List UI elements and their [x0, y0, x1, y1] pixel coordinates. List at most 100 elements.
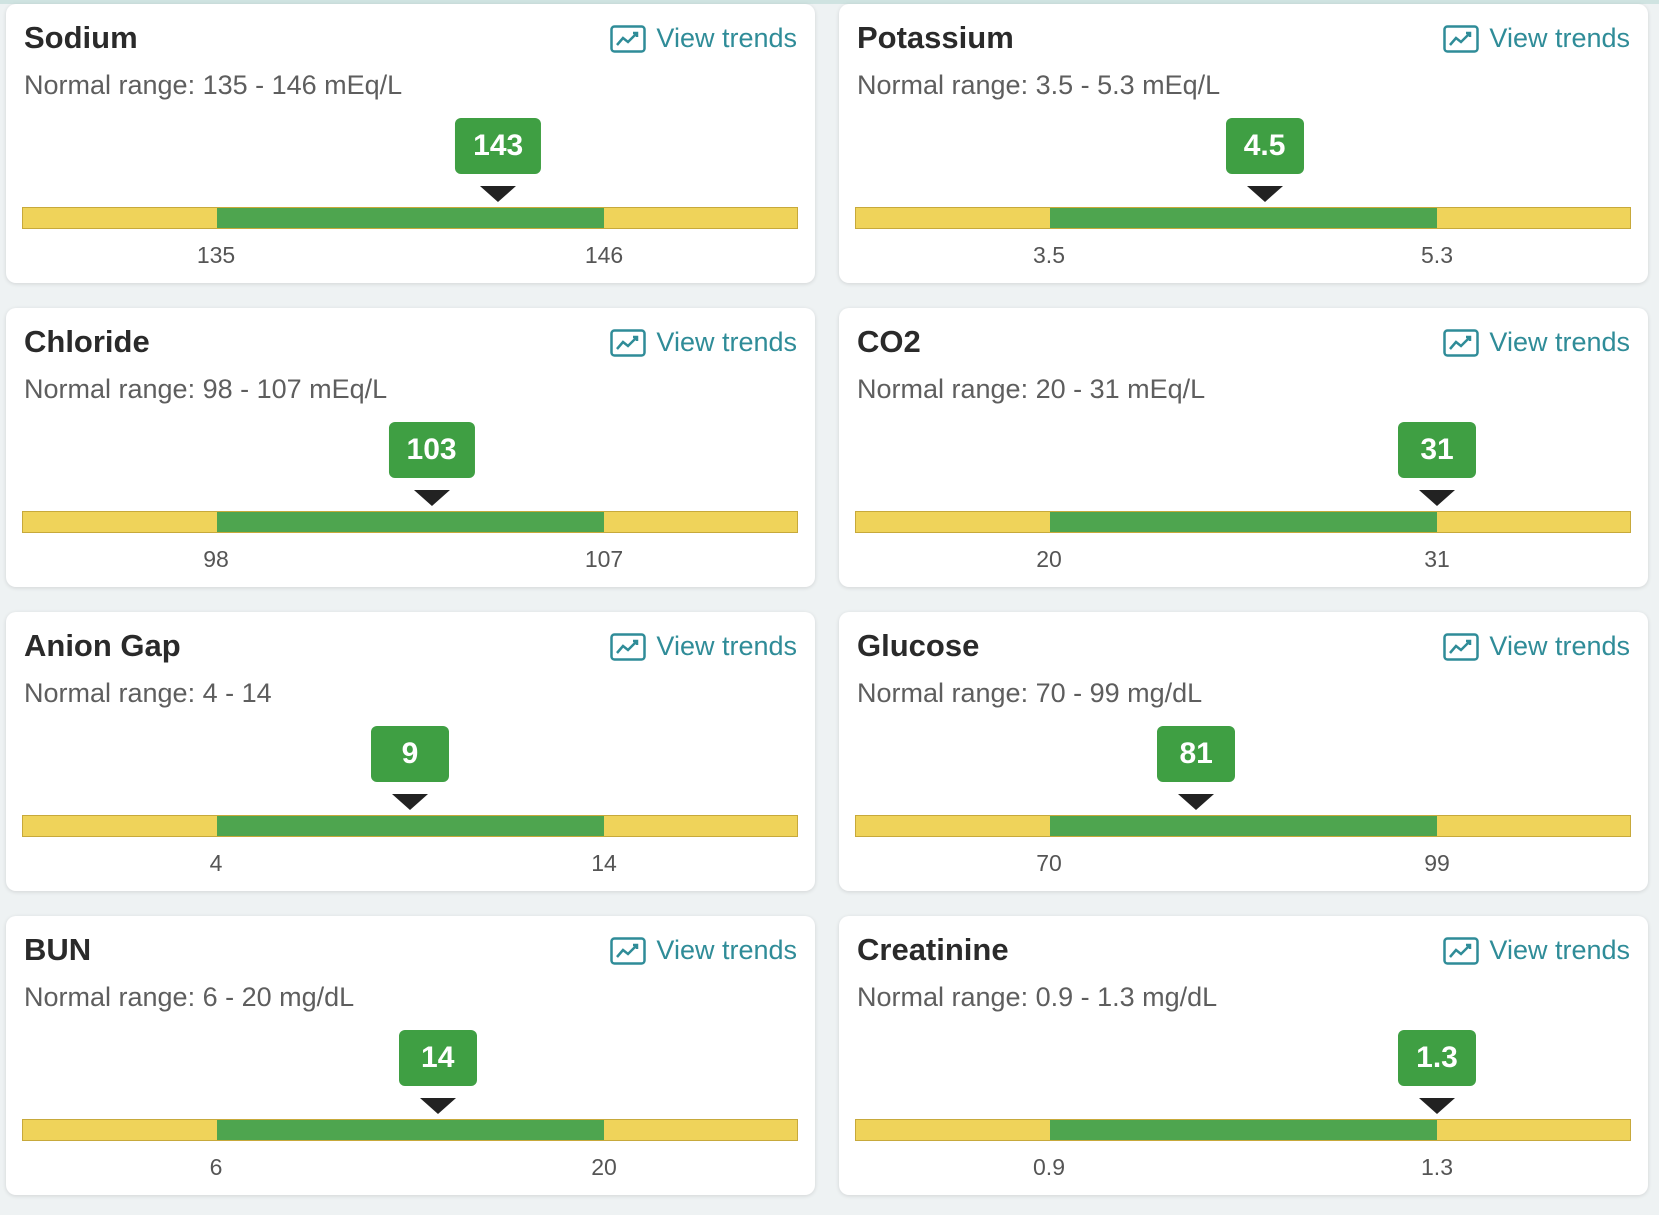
range-low-label: 135: [196, 242, 236, 268]
pointer-arrow-icon: [392, 794, 428, 810]
value-badge: 4.5: [1225, 118, 1304, 174]
test-name: Anion Gap: [24, 628, 181, 663]
view-trends-link[interactable]: View trends: [1443, 23, 1630, 54]
view-trends-link[interactable]: View trends: [610, 935, 797, 966]
range-low-label: 20: [1036, 546, 1062, 572]
trend-chart-icon: [610, 328, 647, 357]
view-trends-label: View trends: [1489, 631, 1630, 661]
value-badge: 9: [371, 726, 449, 782]
range-bar-high-segment: [1436, 1120, 1630, 1140]
range-high-label: 107: [584, 546, 624, 572]
range-bar: [855, 511, 1631, 533]
view-trends-link[interactable]: View trends: [1443, 631, 1630, 662]
top-accent-line: [0, 0, 1659, 4]
lab-card: Sodium View trends Normal range: 135 - 1…: [6, 4, 815, 283]
view-trends-link[interactable]: View trends: [1443, 935, 1630, 966]
range-high-label: 5.3: [1421, 242, 1453, 268]
pointer-arrow-icon: [1178, 794, 1215, 810]
range-bar: [22, 511, 798, 533]
range-bar-high-segment: [603, 512, 797, 532]
range-bar: [855, 207, 1631, 229]
range-high-label: 20: [591, 1154, 617, 1180]
lab-card: Creatinine View trends Normal range: 0.9…: [839, 916, 1648, 1195]
range-high-label: 1.3: [1421, 1154, 1453, 1180]
range-bar: [22, 1119, 798, 1141]
value-badge: 143: [455, 118, 542, 174]
range-bar-normal-segment: [216, 512, 604, 532]
range-bar: [855, 815, 1631, 837]
value-badge: 1.3: [1398, 1030, 1476, 1086]
test-name: BUN: [24, 932, 92, 967]
view-trends-label: View trends: [1489, 327, 1630, 357]
pointer-arrow-icon: [419, 1098, 456, 1114]
range-bar-low-segment: [856, 208, 1050, 228]
trend-chart-icon: [610, 632, 647, 661]
view-trends-link[interactable]: View trends: [610, 631, 797, 662]
range-bar-high-segment: [603, 816, 797, 836]
test-name: Creatinine: [857, 932, 1009, 967]
normal-range-text: Normal range: 70 - 99 mg/dL: [857, 678, 1203, 708]
trend-chart-icon: [1443, 24, 1480, 53]
view-trends-label: View trends: [1489, 23, 1630, 53]
view-trends-link[interactable]: View trends: [610, 23, 797, 54]
normal-range-text: Normal range: 3.5 - 5.3 mEq/L: [857, 70, 1221, 100]
range-bar-low-segment: [856, 1120, 1050, 1140]
lab-card: Chloride View trends Normal range: 98 - …: [6, 308, 815, 587]
view-trends-label: View trends: [656, 23, 797, 53]
range-bar-high-segment: [603, 208, 797, 228]
lab-card: Potassium View trends Normal range: 3.5 …: [839, 4, 1648, 283]
pointer-arrow-icon: [1419, 490, 1455, 506]
view-trends-label: View trends: [656, 631, 797, 661]
value-marker: 143: [455, 118, 542, 202]
view-trends-link[interactable]: View trends: [1443, 327, 1630, 358]
value-badge: 14: [398, 1030, 477, 1086]
pointer-arrow-icon: [1246, 186, 1283, 202]
trend-chart-icon: [1443, 632, 1480, 661]
range-low-label: 0.9: [1033, 1154, 1065, 1180]
normal-range-text: Normal range: 6 - 20 mg/dL: [24, 982, 355, 1012]
range-bar-normal-segment: [216, 1120, 604, 1140]
range-bar-low-segment: [856, 512, 1050, 532]
range-bar-normal-segment: [1049, 208, 1437, 228]
normal-range-text: Normal range: 135 - 146 mEq/L: [24, 70, 403, 100]
range-bar-low-segment: [23, 208, 217, 228]
range-bar-high-segment: [1436, 816, 1630, 836]
view-trends-link[interactable]: View trends: [610, 327, 797, 358]
value-marker: 9: [371, 726, 449, 810]
range-high-label: 14: [591, 850, 617, 876]
value-badge: 103: [388, 422, 475, 478]
range-low-label: 3.5: [1033, 242, 1065, 268]
lab-card: Glucose View trends Normal range: 70 - 9…: [839, 612, 1648, 891]
range-bar-high-segment: [603, 1120, 797, 1140]
range-bar-low-segment: [23, 816, 217, 836]
value-badge: 31: [1398, 422, 1476, 478]
lab-card: Anion Gap View trends Normal range: 4 - …: [6, 612, 815, 891]
range-high-label: 99: [1424, 850, 1450, 876]
trend-chart-icon: [1443, 936, 1480, 965]
lab-card: CO2 View trends Normal range: 20 - 31 mE…: [839, 308, 1648, 587]
range-bar-normal-segment: [216, 816, 604, 836]
lab-results-grid: Sodium View trends Normal range: 135 - 1…: [6, 4, 1648, 1195]
value-marker: 4.5: [1225, 118, 1304, 202]
range-bar-normal-segment: [1049, 1120, 1437, 1140]
range-low-label: 4: [209, 850, 223, 876]
range-bar: [22, 207, 798, 229]
lab-card: BUN View trends Normal range: 6 - 20 mg/…: [6, 916, 815, 1195]
view-trends-label: View trends: [1489, 935, 1630, 965]
normal-range-text: Normal range: 20 - 31 mEq/L: [857, 374, 1206, 404]
range-bar-normal-segment: [216, 208, 604, 228]
normal-range-text: Normal range: 4 - 14: [24, 678, 272, 708]
value-marker: 81: [1157, 726, 1236, 810]
view-trends-label: View trends: [656, 327, 797, 357]
range-bar: [855, 1119, 1631, 1141]
range-bar-low-segment: [856, 816, 1050, 836]
pointer-arrow-icon: [413, 490, 450, 506]
test-name: Chloride: [24, 324, 150, 359]
range-bar-low-segment: [23, 1120, 217, 1140]
trend-chart-icon: [610, 24, 647, 53]
value-marker: 31: [1398, 422, 1476, 506]
trend-chart-icon: [610, 936, 647, 965]
value-marker: 103: [388, 422, 475, 506]
value-marker: 1.3: [1398, 1030, 1476, 1114]
range-low-label: 6: [209, 1154, 223, 1180]
